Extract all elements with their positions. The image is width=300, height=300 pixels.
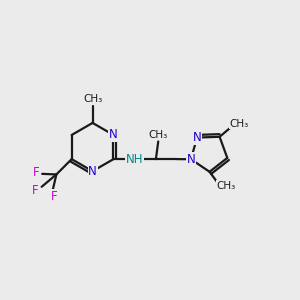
Text: CH₃: CH₃: [230, 119, 249, 129]
Text: NH: NH: [126, 153, 143, 166]
Text: N: N: [193, 131, 202, 144]
Text: N: N: [109, 128, 118, 142]
Text: N: N: [187, 153, 195, 166]
Text: CH₃: CH₃: [216, 181, 236, 191]
Text: F: F: [51, 190, 58, 203]
Text: F: F: [32, 184, 38, 197]
Text: F: F: [33, 166, 40, 179]
Text: CH₃: CH₃: [148, 130, 168, 140]
Text: CH₃: CH₃: [83, 94, 102, 104]
Text: N: N: [88, 165, 97, 178]
